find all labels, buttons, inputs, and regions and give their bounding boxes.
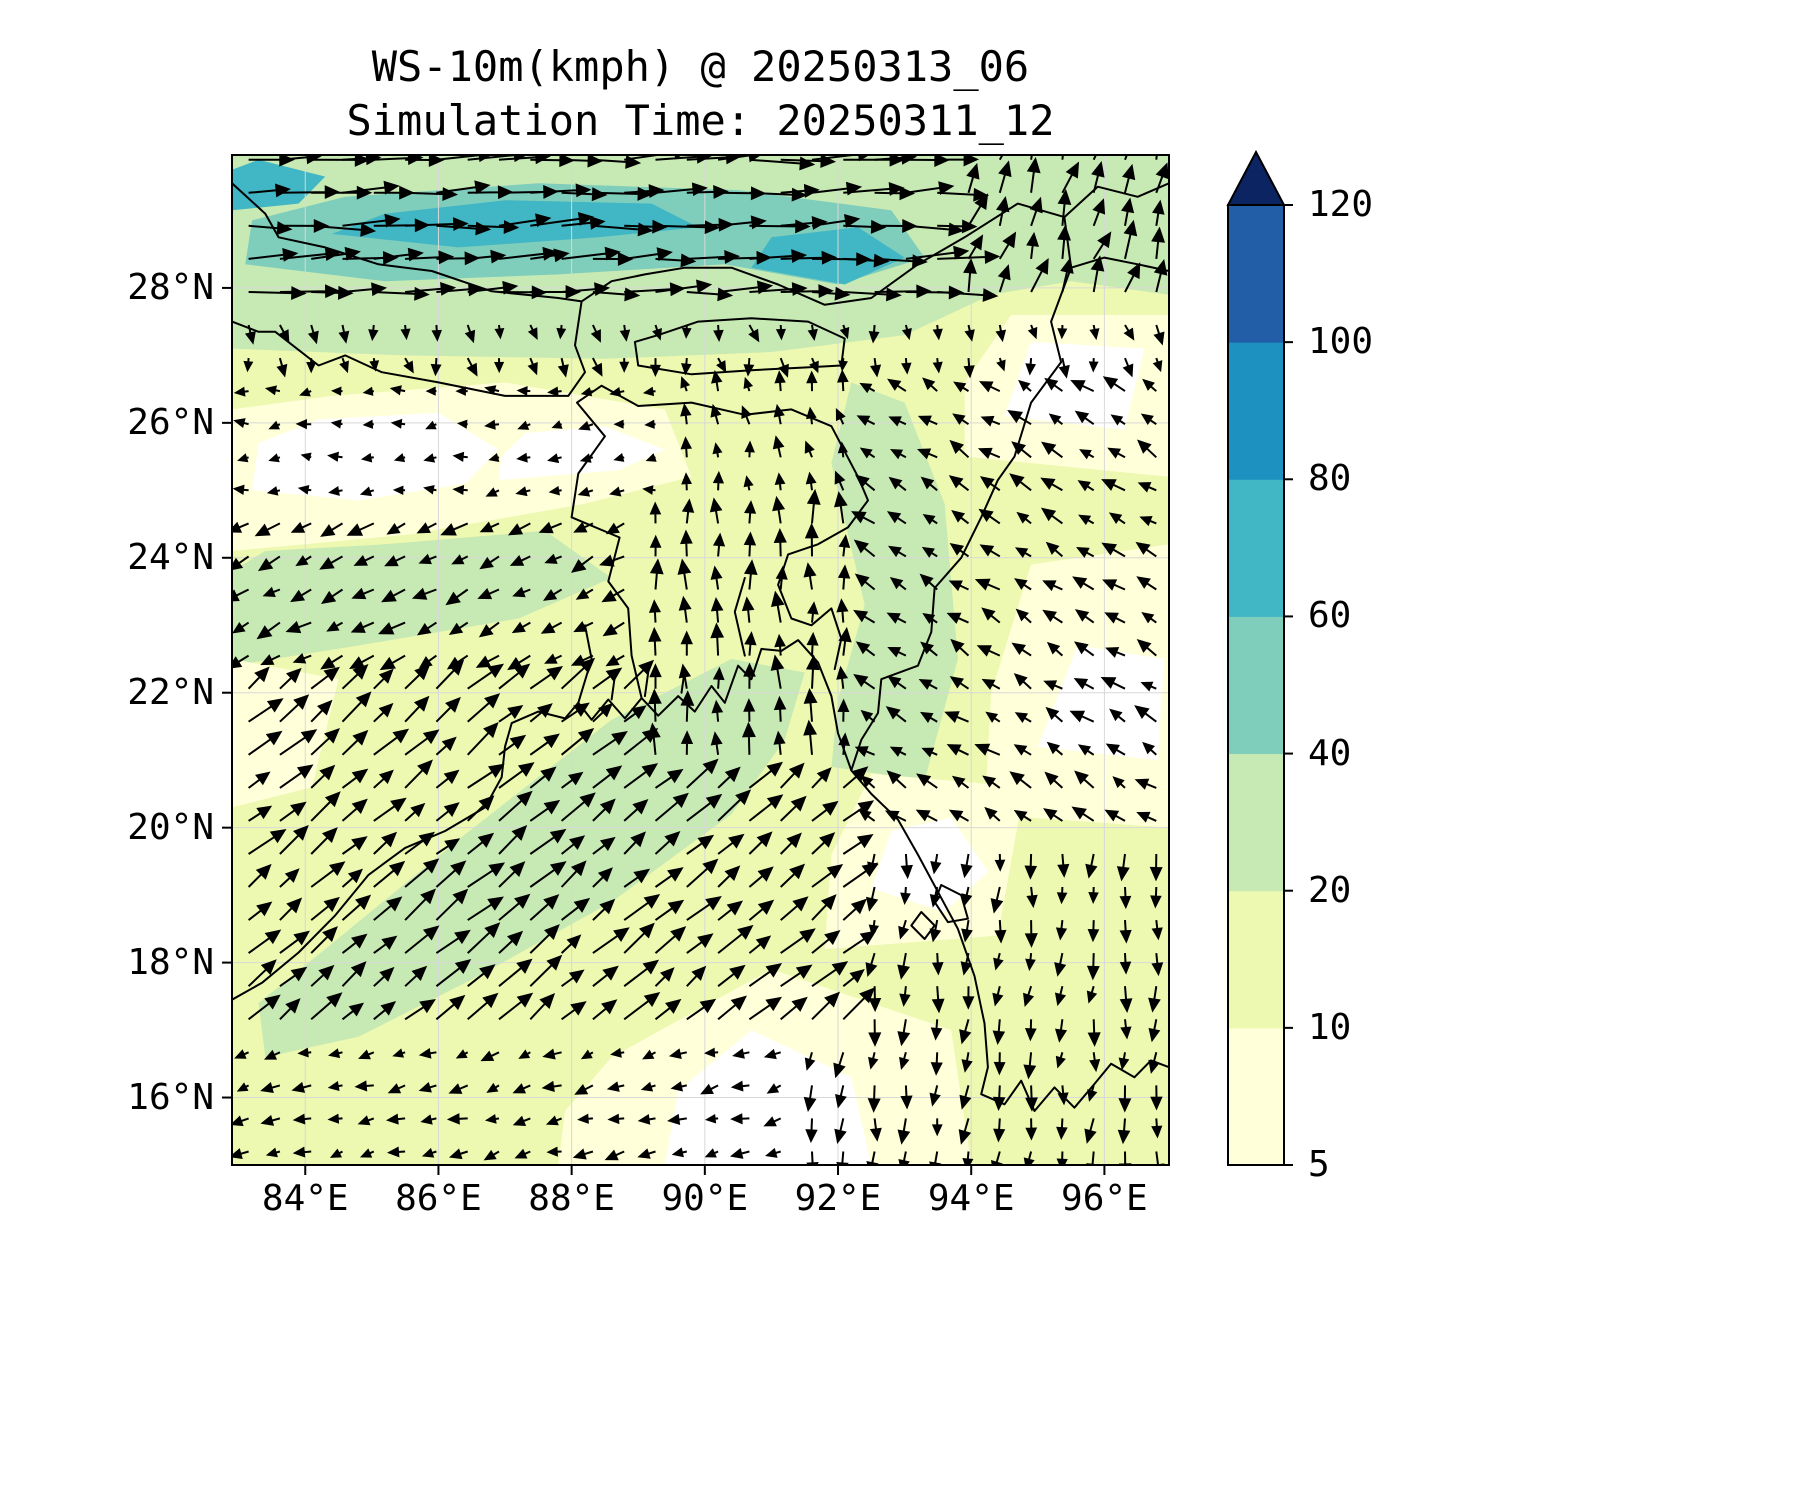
y-tick-label: 24°N bbox=[127, 536, 214, 578]
chart-title: WS-10m(kmph) @ 20250313_06 bbox=[371, 42, 1030, 91]
colorbar-outline bbox=[1227, 204, 1285, 1166]
contour-west-white bbox=[252, 412, 499, 501]
topright-border bbox=[1063, 182, 1169, 219]
x-tick-label: 84°E bbox=[261, 1178, 349, 1219]
contour-east-white bbox=[871, 817, 988, 912]
colorbar bbox=[1226, 149, 1293, 1166]
y-tick-label: 26°N bbox=[127, 401, 214, 443]
bhutan-border bbox=[633, 317, 846, 376]
chart-subtitle: Simulation Time: 20250311_12 bbox=[346, 96, 1055, 145]
bangladesh-border bbox=[570, 384, 869, 700]
colorbar-segment bbox=[1228, 205, 1284, 343]
map-layers bbox=[232, 155, 1169, 1165]
axis-tick-marks bbox=[222, 286, 1106, 1175]
contour-right-white bbox=[1037, 645, 1165, 761]
contour-topright-white bbox=[1004, 341, 1145, 430]
colorbar-segment bbox=[1228, 479, 1284, 617]
contour-topright-green bbox=[1017, 155, 1169, 268]
x-tick-label: 90°E bbox=[661, 1178, 749, 1219]
himalaya-border bbox=[580, 202, 1169, 306]
filled-contours bbox=[232, 155, 1169, 1165]
colorbar-tick-label: 10 bbox=[1308, 1006, 1352, 1048]
cheduba-island bbox=[910, 911, 936, 940]
contour-bay-swath-green bbox=[258, 659, 805, 1058]
x-tick-label: 96°E bbox=[1061, 1178, 1148, 1219]
quiver-arrows bbox=[232, 155, 1169, 1165]
colorbar-tick-label: 100 bbox=[1308, 321, 1374, 363]
x-tick-label: 92°E bbox=[794, 1178, 882, 1219]
x-tick-label: 88°E bbox=[528, 1178, 615, 1219]
contour-leftedge-pale bbox=[232, 659, 339, 808]
colorbar-segment bbox=[1228, 753, 1284, 892]
y-tick-label: 20°N bbox=[127, 806, 214, 848]
colorbar-extend-arrow bbox=[1226, 149, 1286, 206]
colorbar-tick-label: 80 bbox=[1308, 458, 1352, 500]
contour-northwest-white bbox=[498, 426, 665, 481]
colorbar-tick-label: 20 bbox=[1308, 869, 1352, 911]
x-tick-label: 94°E bbox=[927, 1178, 1015, 1219]
india-myanmar-border bbox=[850, 266, 1073, 772]
india-bangladesh-myanmar-coast bbox=[232, 639, 1169, 1112]
y-tick-label: 16°N bbox=[127, 1076, 214, 1118]
delta-channel-2 bbox=[643, 671, 650, 698]
colorbar-tick-label: 40 bbox=[1308, 732, 1352, 774]
colorbar-tick-label: 120 bbox=[1308, 184, 1374, 225]
coastlines bbox=[232, 182, 1169, 1112]
colorbar-segment bbox=[1228, 1027, 1284, 1166]
meghna-river bbox=[733, 577, 746, 657]
colorbar-tick-label: 5 bbox=[1308, 1144, 1330, 1185]
x-tick-label: 86°E bbox=[395, 1178, 482, 1219]
y-tick-label: 28°N bbox=[127, 266, 214, 308]
colorbar-segment bbox=[1228, 616, 1284, 755]
nepal-border bbox=[232, 182, 586, 397]
colorbar-segment bbox=[1228, 890, 1284, 1029]
colorbar-segment bbox=[1228, 342, 1284, 480]
map-frame bbox=[231, 154, 1170, 1166]
y-tick-label: 18°N bbox=[127, 941, 214, 983]
y-tick-label: 22°N bbox=[127, 671, 214, 713]
colorbar-tick-label: 60 bbox=[1308, 595, 1352, 637]
